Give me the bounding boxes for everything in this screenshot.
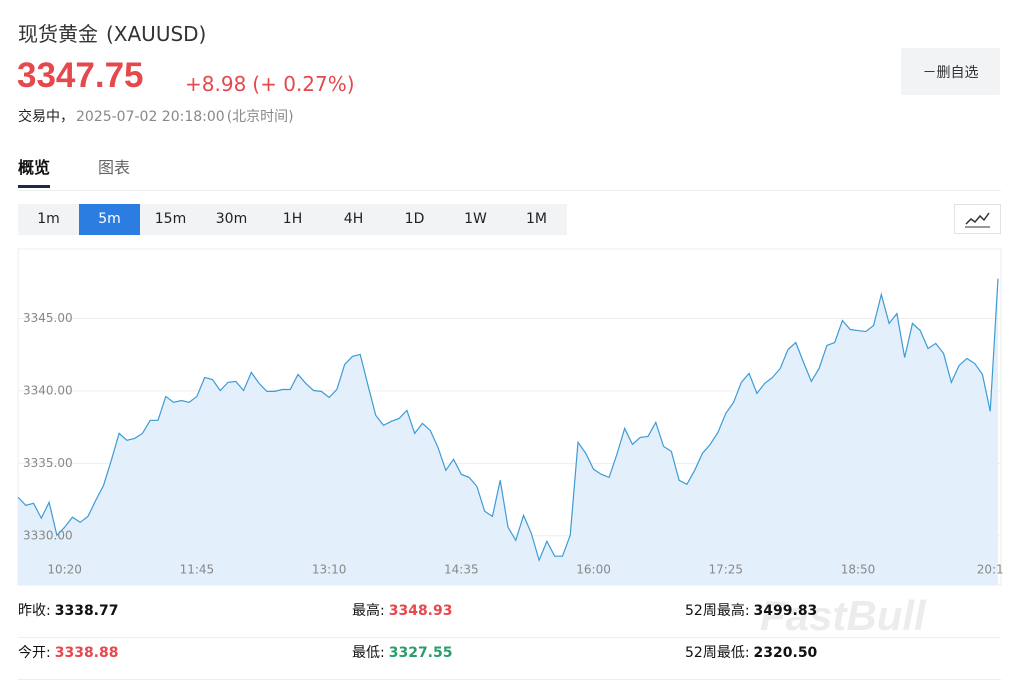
stat-value: 3338.77 [54, 603, 119, 619]
stat-cell: 52周最高: 3499.83 [685, 596, 817, 626]
y-tick-label: 3345.00 [23, 311, 73, 325]
x-tick-label: 18:50 [841, 563, 876, 577]
change: +8.98 (+ 0.27%) [185, 72, 355, 96]
price-line [17, 278, 999, 563]
watchlist-button[interactable]: －删自选 [901, 48, 1000, 95]
stat-value: 3338.88 [54, 645, 119, 661]
stat-value: 3499.83 [753, 603, 818, 619]
price: 3347.75 [17, 56, 144, 95]
stat-label: 52周最高: [685, 603, 750, 619]
status-line: 交易中， 2025-07-02 20:18:00 (北京时间) [18, 106, 294, 126]
x-tick-label: 16:00 [576, 563, 611, 577]
stats-row: 今开: 3338.88 最低: 3327.55 52周最低: 2320.50 [18, 638, 1001, 680]
price-chart: 3330.00 3335.00 3340.00 3345.00 10:20 11:45 13… [17, 248, 1004, 586]
x-tick-label: 17:25 [708, 563, 743, 577]
timeframe-button[interactable]: 1M [526, 211, 547, 227]
x-tick-label: 13:10 [312, 563, 347, 577]
datetime: 2025-07-02 20:18:00 [76, 109, 225, 125]
timeframe-button[interactable]: 1W [464, 211, 487, 227]
stat-label: 52周最低: [685, 645, 750, 661]
y-tick-label: 3330.00 [23, 528, 73, 542]
stat-cell: 今开: 3338.88 [18, 638, 118, 668]
stat-cell: 最高: 3348.93 [352, 596, 452, 626]
timeframe-button[interactable]: 5m [79, 204, 140, 235]
trading-status: 交易中， [18, 109, 74, 125]
timeframe-button[interactable]: 30m [215, 211, 248, 227]
area-fill [18, 278, 998, 585]
timeframe-button[interactable]: 1H [282, 211, 303, 227]
chart-style-button[interactable] [954, 204, 1001, 234]
stat-label: 最高: [352, 603, 385, 619]
line-icon [965, 212, 990, 228]
x-tick-label: 10:20 [47, 563, 82, 577]
stat-value: 3327.55 [388, 645, 453, 661]
change-percent: (+ 0.27%) [252, 72, 355, 96]
stats-table: 昨收: 3338.77 最高: 3348.93 52周最高: 3499.83 今开: 3338… [18, 596, 1001, 680]
x-tick-label: 14:35 [444, 563, 479, 577]
timeframe-button[interactable]: 1D [404, 211, 425, 227]
timeframe-button[interactable]: 4H [343, 211, 364, 227]
stat-label: 今开: [18, 645, 51, 661]
divider [18, 190, 1001, 191]
stat-value: 2320.50 [753, 645, 818, 661]
change-value: +8.98 [185, 72, 247, 96]
y-tick-label: 3340.00 [23, 383, 73, 397]
tab[interactable]: 图表 [98, 158, 131, 177]
stat-label: 昨收: [18, 603, 51, 619]
stat-label: 最低: [352, 645, 385, 661]
timeframe-button[interactable]: 15m [154, 211, 187, 227]
symbol: (XAUUSD) [106, 22, 207, 46]
stat-cell: 最低: 3327.55 [352, 638, 452, 668]
stats-row: 昨收: 3338.77 最高: 3348.93 52周最高: 3499.83 [18, 596, 1001, 638]
timeframe-button[interactable]: 1m [37, 211, 60, 227]
watermark: FastBull [760, 592, 926, 639]
title: 现货黄金 [18, 22, 98, 46]
x-tick-label: 11:45 [180, 563, 215, 577]
timeframe-bar: 1m 5m 15m 30m 1H 4H 1D 1W 1M [18, 204, 567, 235]
x-tick-label: 20:1 [977, 563, 1004, 577]
timezone: (北京时间) [226, 109, 294, 125]
instrument-title: 现货黄金 (XAUUSD) [18, 18, 206, 47]
y-tick-label: 3335.00 [23, 456, 73, 470]
stat-value: 3348.93 [388, 603, 453, 619]
stat-cell: 昨收: 3338.77 [18, 596, 118, 626]
stat-cell: 52周最低: 2320.50 [685, 638, 817, 668]
tab[interactable]: 概览 [18, 154, 51, 188]
